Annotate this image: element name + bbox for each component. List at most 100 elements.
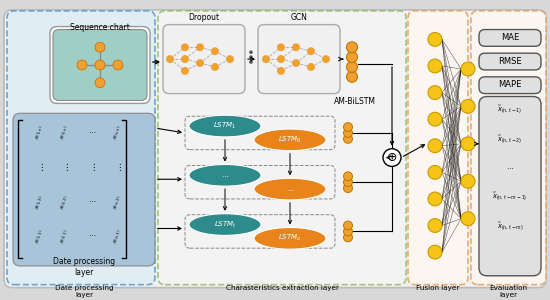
Circle shape: [461, 137, 475, 151]
Text: RMSE: RMSE: [498, 57, 522, 66]
Circle shape: [181, 67, 189, 75]
Circle shape: [346, 42, 358, 53]
Circle shape: [344, 233, 353, 242]
Circle shape: [344, 134, 353, 143]
Circle shape: [344, 123, 353, 131]
Circle shape: [461, 62, 475, 76]
Text: $LSTM_t$: $LSTM_t$: [213, 220, 236, 230]
FancyBboxPatch shape: [479, 97, 541, 276]
Circle shape: [383, 149, 401, 167]
Text: $\tilde{x}_{(n,t-m-1)}$: $\tilde{x}_{(n,t-m-1)}$: [492, 191, 527, 203]
Circle shape: [428, 245, 442, 259]
Text: $x_{(1,s)}$: $x_{(1,s)}$: [34, 124, 46, 141]
Circle shape: [249, 56, 253, 59]
Text: $x_{(2,s)}$: $x_{(2,s)}$: [59, 124, 71, 141]
Circle shape: [307, 63, 315, 71]
Circle shape: [346, 52, 358, 62]
Text: $\tilde{x}_{(n,t-2)}$: $\tilde{x}_{(n,t-2)}$: [497, 134, 522, 146]
Text: $x_{(2,2)}$: $x_{(2,2)}$: [59, 193, 71, 211]
Ellipse shape: [254, 178, 326, 200]
Ellipse shape: [254, 129, 326, 151]
Circle shape: [196, 43, 204, 51]
Circle shape: [292, 59, 300, 67]
Circle shape: [428, 166, 442, 179]
Text: $\cdots$: $\cdots$: [88, 197, 96, 203]
Circle shape: [307, 47, 315, 55]
Text: $LSTM_o$: $LSTM_o$: [278, 233, 302, 243]
Text: $\cdots$: $\cdots$: [286, 186, 294, 192]
FancyBboxPatch shape: [408, 11, 468, 285]
Text: $\vdots$: $\vdots$: [62, 161, 68, 173]
Ellipse shape: [189, 115, 261, 137]
Text: $\cdots$: $\cdots$: [506, 164, 514, 170]
Circle shape: [95, 78, 105, 88]
Circle shape: [428, 112, 442, 126]
Text: Date processing
layer: Date processing layer: [54, 285, 113, 298]
Circle shape: [344, 172, 353, 181]
Circle shape: [77, 60, 87, 70]
Text: Dropout: Dropout: [189, 13, 219, 22]
FancyBboxPatch shape: [479, 29, 541, 46]
Text: MAE: MAE: [501, 33, 519, 42]
Circle shape: [428, 86, 442, 100]
Circle shape: [322, 55, 330, 63]
Text: $LSTM_1$: $LSTM_1$: [213, 121, 236, 131]
FancyBboxPatch shape: [7, 11, 155, 285]
Circle shape: [226, 55, 234, 63]
Text: $x_{(2,1)}$: $x_{(2,1)}$: [59, 228, 71, 245]
Text: $\vdots$: $\vdots$: [37, 161, 43, 173]
Circle shape: [344, 178, 353, 187]
Text: Sequence chart: Sequence chart: [70, 23, 130, 32]
Circle shape: [461, 174, 475, 188]
Circle shape: [181, 55, 189, 63]
Ellipse shape: [189, 164, 261, 186]
FancyBboxPatch shape: [471, 11, 546, 285]
Circle shape: [344, 184, 353, 193]
Text: $x_{(n,1)}$: $x_{(n,1)}$: [112, 228, 124, 245]
Text: Evaluation
layer: Evaluation layer: [489, 285, 527, 298]
Text: $x_{(n,2)}$: $x_{(n,2)}$: [112, 193, 124, 211]
FancyBboxPatch shape: [50, 27, 150, 104]
Circle shape: [428, 192, 442, 206]
Circle shape: [166, 55, 174, 63]
FancyBboxPatch shape: [158, 11, 406, 285]
Circle shape: [428, 139, 442, 153]
Circle shape: [95, 60, 105, 70]
FancyBboxPatch shape: [258, 25, 340, 94]
Circle shape: [95, 42, 105, 52]
FancyBboxPatch shape: [163, 25, 245, 94]
Text: $\tilde{x}_{(n,t-m)}$: $\tilde{x}_{(n,t-m)}$: [497, 220, 524, 232]
Circle shape: [428, 59, 442, 73]
Circle shape: [277, 67, 285, 75]
FancyBboxPatch shape: [479, 53, 541, 70]
Text: Charasteristics extraction layer: Charasteristics extraction layer: [226, 285, 338, 291]
Circle shape: [292, 43, 300, 51]
Circle shape: [461, 100, 475, 113]
Circle shape: [211, 63, 219, 71]
Circle shape: [346, 61, 358, 72]
Text: $\oplus$: $\oplus$: [386, 151, 398, 164]
FancyBboxPatch shape: [13, 113, 155, 266]
Text: $\vdots$: $\vdots$: [89, 161, 95, 173]
Circle shape: [344, 128, 353, 137]
Text: Date processing
layer: Date processing layer: [53, 257, 115, 277]
Text: AM-BiLSTM: AM-BiLSTM: [334, 97, 376, 106]
Text: $\cdots$: $\cdots$: [88, 231, 96, 237]
Circle shape: [344, 221, 353, 230]
Text: $\vdots$: $\vdots$: [114, 161, 122, 173]
Text: Fusion layer: Fusion layer: [416, 285, 460, 291]
Circle shape: [113, 60, 123, 70]
Ellipse shape: [189, 214, 261, 236]
Text: GCN: GCN: [290, 13, 307, 22]
Text: $x_{(n,s)}$: $x_{(n,s)}$: [112, 124, 124, 141]
Circle shape: [277, 55, 285, 63]
Text: $\tilde{x}_{(n,t-1)}$: $\tilde{x}_{(n,t-1)}$: [497, 104, 522, 116]
Text: MAPE: MAPE: [498, 80, 522, 89]
Circle shape: [249, 50, 253, 54]
Text: $x_{(1,1)}$: $x_{(1,1)}$: [34, 228, 46, 245]
Circle shape: [262, 55, 270, 63]
Text: $\cdots$: $\cdots$: [88, 128, 96, 134]
Circle shape: [428, 219, 442, 232]
FancyBboxPatch shape: [479, 77, 541, 94]
Circle shape: [249, 60, 253, 64]
